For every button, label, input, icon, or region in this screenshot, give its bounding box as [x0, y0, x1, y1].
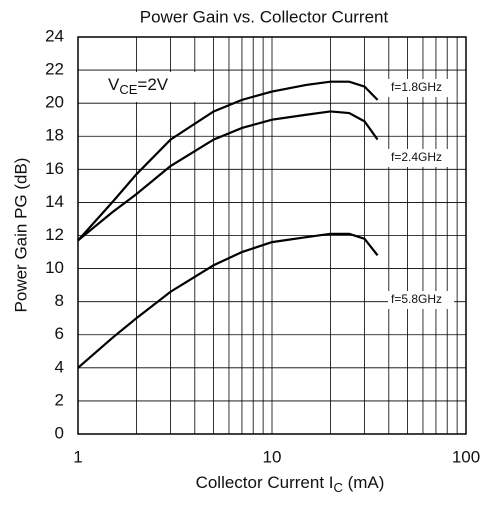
line — [77, 80, 379, 242]
x-label-rest: (mA) — [343, 473, 385, 492]
line — [77, 232, 379, 369]
annotation-rest: =2V — [137, 75, 168, 94]
x-label-main: Collector Current I — [196, 473, 334, 492]
annotation-main: V — [108, 75, 120, 94]
x-label-sub: C — [334, 480, 343, 495]
y-tick-label: 4 — [55, 357, 64, 376]
y-axis-label: Power Gain PG (dB) — [11, 158, 30, 313]
line — [77, 110, 379, 242]
y-tick-label: 14 — [45, 192, 64, 211]
annotation-sub: CE — [119, 82, 137, 97]
series-label-box: f=2.4GHz — [388, 149, 454, 167]
label-bg — [388, 149, 454, 167]
series-label-box: f=1.8GHz — [388, 79, 454, 97]
y-tick-label: 10 — [45, 258, 64, 277]
y-tick-label: 0 — [55, 423, 64, 442]
x-tick-label: 1 — [73, 447, 82, 466]
series-label: f=1.8GHz — [391, 80, 442, 94]
x-tick-label: 10 — [263, 447, 282, 466]
y-tick-label: 24 — [45, 26, 64, 45]
y-tick-label: 12 — [45, 225, 64, 244]
annotation: VCE=2V — [108, 75, 169, 97]
y-tick-label: 16 — [45, 159, 64, 178]
x-axis-label: Collector Current IC (mA) — [196, 473, 385, 495]
series-label-box: f=5.8GHz — [388, 291, 454, 309]
series-label: f=2.4GHz — [391, 150, 442, 164]
x-tick-label: 100 — [452, 447, 480, 466]
series-label: f=5.8GHz — [391, 292, 442, 306]
annotation-box: VCE=2V — [102, 72, 198, 102]
plot-frame — [77, 36, 467, 435]
y-tick-label: 2 — [55, 390, 64, 409]
y-tick-label: 18 — [45, 126, 64, 145]
label-bg — [388, 79, 454, 97]
label-bg — [388, 291, 454, 309]
y-tick-label: 8 — [55, 291, 64, 310]
chart-title: Power Gain vs. Collector Current — [140, 7, 389, 26]
y-tick-label: 6 — [55, 324, 64, 343]
y-tick-label: 20 — [45, 93, 64, 112]
y-tick-label: 22 — [45, 60, 64, 79]
